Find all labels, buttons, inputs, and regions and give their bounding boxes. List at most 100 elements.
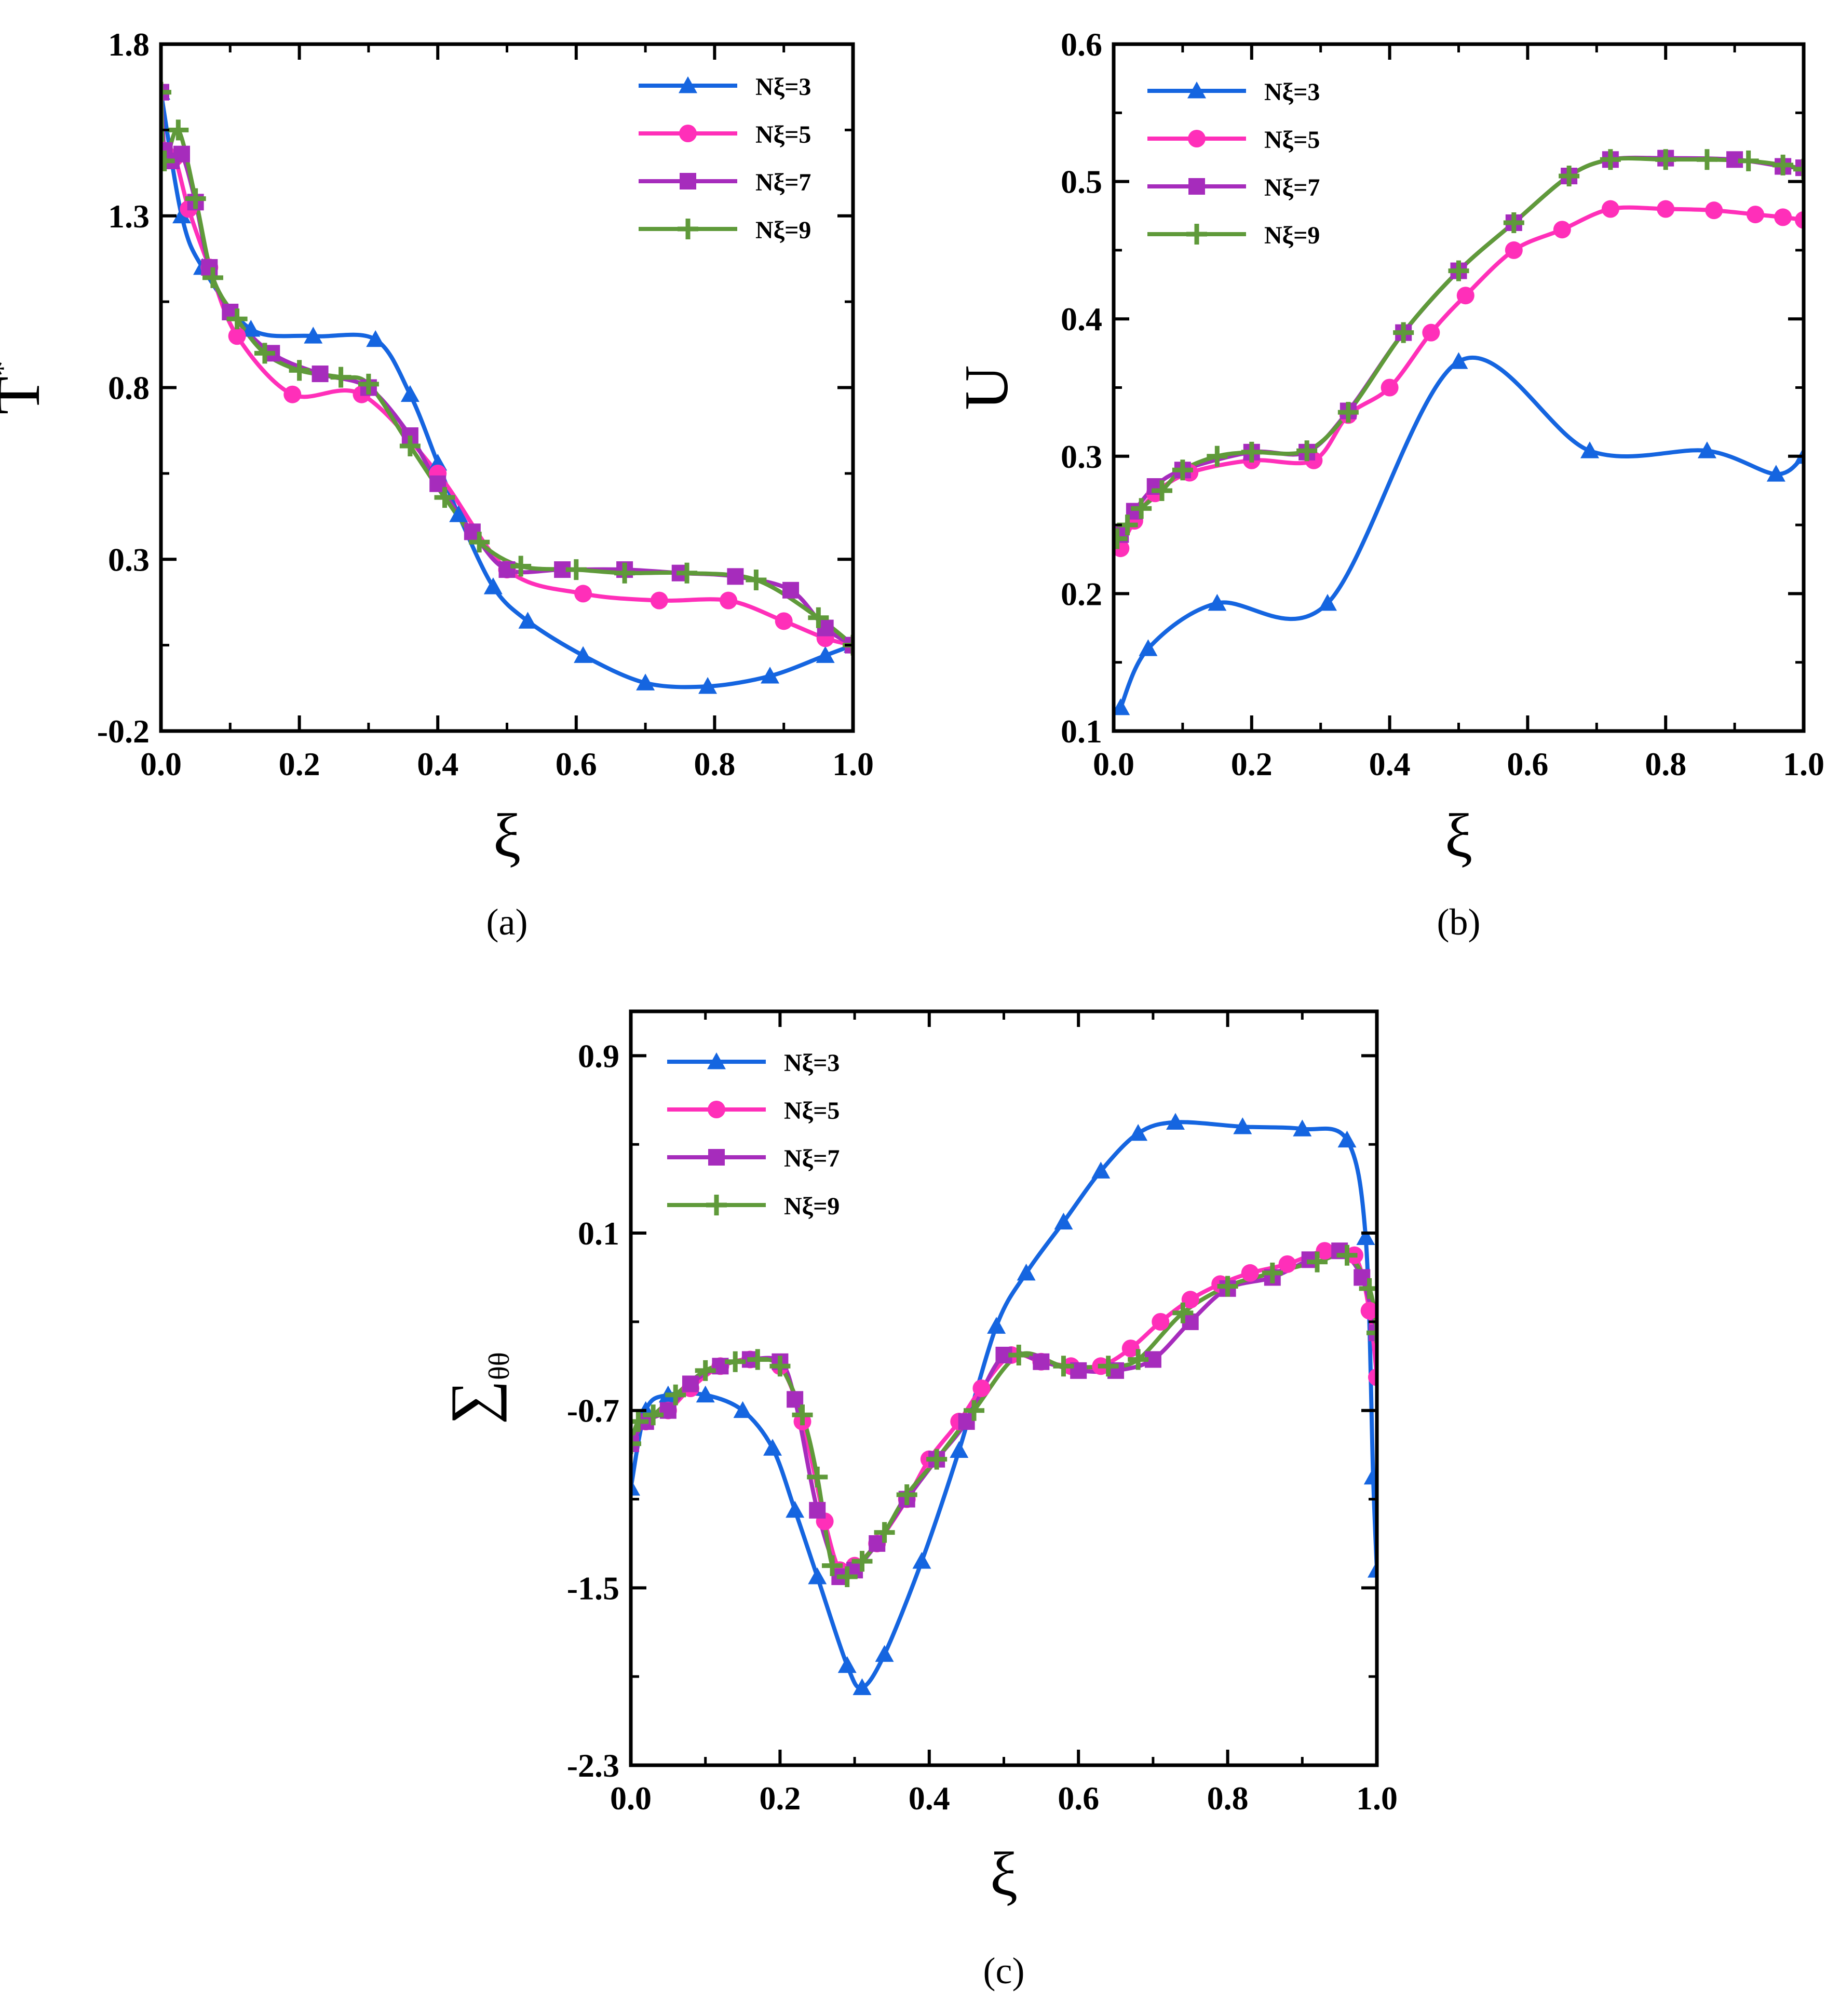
chart-panel-2: 0.0 0.2 0.4 0.6 0.8 1.0 -2.3 -1.5 -0.7 0.1 0.9 ξ ∑θθ…: [438, 1009, 1398, 1992]
y-tick-label: 0.8: [108, 370, 150, 407]
data-point-3-7: [289, 360, 310, 381]
data-point-0-23: [1363, 1467, 1377, 1485]
data-point-3-3: [185, 188, 206, 209]
data-point-0-15: [1054, 1212, 1073, 1230]
data-point-0-8: [837, 1656, 857, 1673]
data-point-1-8: [1422, 323, 1440, 342]
data-point-3-14: [1655, 149, 1676, 170]
data-point-3-18: [808, 607, 829, 628]
data-point-0-5: [366, 330, 385, 347]
legend-marker-2: [708, 1149, 725, 1166]
data-point-3-16: [677, 562, 698, 584]
panel-label: (b): [1437, 901, 1481, 943]
data-point-3-13: [510, 556, 532, 577]
x-tick-label: 1.0: [1783, 746, 1824, 782]
legend-marker-0: [707, 1052, 726, 1070]
data-point-0-6: [786, 1500, 805, 1518]
data-point-3-10: [1448, 260, 1469, 281]
data-point-3-4: [202, 267, 223, 288]
data-point-3-16: [1738, 150, 1759, 171]
data-point-0-8: [449, 505, 468, 522]
y-axis-label: U: [952, 365, 1021, 410]
x-tick-label: 0.6: [1058, 1780, 1099, 1817]
x-tick-label: 1.0: [1356, 1780, 1398, 1817]
data-point-3-5: [725, 1351, 746, 1372]
legend-label-0: Nξ=3: [784, 1049, 840, 1077]
data-point-1-29: [1368, 1368, 1377, 1386]
plot-area: [631, 1113, 1377, 1695]
data-point-3-12: [1559, 166, 1580, 187]
data-point-1-25: [1278, 1255, 1296, 1273]
legend-marker-3: [706, 1195, 727, 1215]
legend-marker-1: [1188, 130, 1206, 147]
data-point-3-3: [1152, 480, 1173, 501]
data-point-3-3: [665, 1384, 686, 1405]
y-axis-label-main: U: [952, 365, 1021, 410]
data-point-3-19: [1098, 1356, 1119, 1377]
x-tick-label: 0.0: [610, 1780, 652, 1817]
data-point-0-5: [1580, 441, 1600, 458]
data-point-3-15: [1696, 149, 1717, 170]
data-point-0-11: [912, 1552, 931, 1569]
x-tick-label: 0.4: [1369, 746, 1411, 782]
data-point-3-6: [747, 1349, 768, 1370]
data-point-1-28: [1360, 1302, 1377, 1320]
data-point-3-20: [1128, 1349, 1149, 1370]
legend-label-3: Nξ=9: [755, 217, 811, 244]
legend-label-2: Nξ=7: [784, 1145, 840, 1172]
y-tick-label: 0.3: [1061, 438, 1102, 475]
data-point-1-20: [1121, 1340, 1140, 1358]
data-point-0-10: [518, 612, 537, 629]
data-point-3-7: [769, 1356, 791, 1377]
series-line-1: [1118, 205, 1804, 551]
x-tick-label: 0.4: [909, 1780, 950, 1817]
data-point-1-6: [283, 385, 302, 403]
data-point-2-17: [727, 568, 744, 585]
data-point-0-1: [172, 206, 191, 224]
y-tick-label: 0.5: [1061, 164, 1102, 200]
legend-label-3: Nξ=9: [784, 1193, 840, 1220]
x-axis-label: ξ: [1445, 801, 1473, 870]
y-axis-label-superscript: *: [0, 361, 20, 376]
data-point-0-3: [241, 320, 261, 337]
y-axis-label-main: T: [0, 376, 52, 414]
x-tick-label: 0.2: [279, 746, 320, 782]
data-point-0-22: [1356, 1228, 1375, 1245]
data-point-0-0: [1114, 698, 1130, 715]
y-tick-label: 0.6: [1061, 26, 1102, 63]
y-tick-label: 0.9: [578, 1037, 619, 1074]
y-axis-label: T*: [0, 361, 52, 414]
data-point-1-21: [1152, 1313, 1170, 1331]
data-point-1-22: [1181, 1291, 1199, 1309]
data-point-2-8: [312, 366, 329, 383]
y-axis-label: ∑θθ: [438, 1352, 516, 1424]
x-tick-label: 0.8: [1207, 1780, 1249, 1817]
data-point-0-6: [400, 385, 420, 402]
x-tick-label: 0.8: [1645, 746, 1686, 782]
x-tick-label: 0.0: [1093, 746, 1134, 782]
data-point-3-23: [1262, 1262, 1283, 1283]
data-point-0-17: [1129, 1124, 1148, 1141]
data-point-3-15: [926, 1449, 948, 1470]
y-tick-label: 0.3: [108, 541, 150, 578]
data-point-3-9: [1393, 322, 1414, 343]
data-point-0-3: [1318, 593, 1337, 611]
legend: Nξ=3 Nξ=5 Nξ=7 Nξ=9: [639, 73, 811, 244]
data-point-1-10: [1505, 241, 1523, 259]
legend-marker-0: [679, 76, 697, 93]
data-point-3-10: [821, 1555, 843, 1576]
data-point-3-9: [358, 373, 379, 395]
chart-panel-1: 0.0 0.2 0.4 0.6 0.8 1.0 0.1 0.2 0.3 0.4 0.5 0.6 ξ U Nξ…: [952, 26, 1824, 943]
data-point-0-7: [808, 1567, 827, 1585]
data-point-0-6: [1697, 441, 1716, 458]
data-point-0-12: [636, 673, 655, 691]
data-point-3-8: [330, 367, 351, 388]
data-point-3-8: [1337, 402, 1359, 423]
data-point-3-27: [1367, 1322, 1377, 1344]
data-point-3-12: [469, 532, 490, 553]
data-point-0-21: [1337, 1130, 1357, 1148]
data-point-0-10: [875, 1645, 894, 1662]
data-point-3-5: [226, 308, 248, 330]
data-point-3-10: [399, 435, 421, 456]
